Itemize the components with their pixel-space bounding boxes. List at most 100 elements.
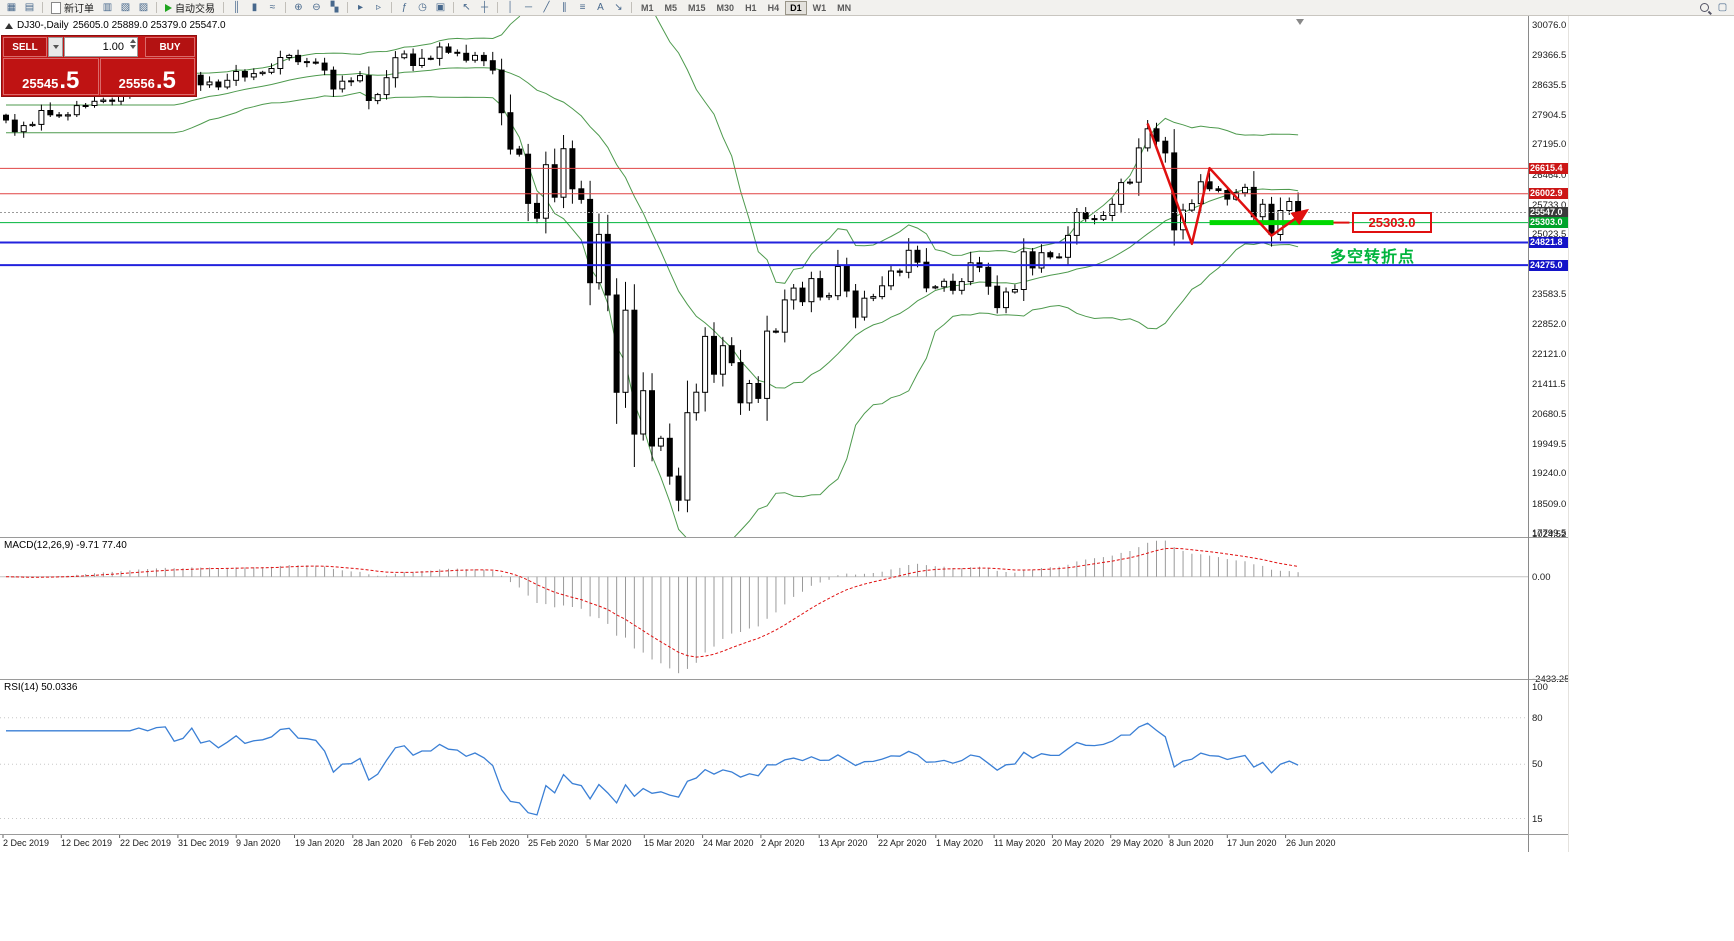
crosshair-icon[interactable]: ┼ [480,1,489,13]
timeframe-d1[interactable]: D1 [785,0,807,15]
date-label: 31 Dec 2019 [178,838,230,848]
horizontal-line-icon[interactable]: ─ [524,1,533,13]
price-scale-label: 27195.0 [1532,139,1567,150]
macd-rsi-divider[interactable] [0,679,1568,680]
price-scale-label: 17799.5 [1532,528,1567,539]
templates-icon[interactable]: ▣ [435,1,446,13]
indicators-icon[interactable]: ƒ [401,1,408,13]
channel-icon[interactable]: ∥ [562,1,567,13]
turning-point-annotation[interactable]: 多空转折点 [1330,249,1416,266]
chart-shift-icon[interactable]: ▹ [375,1,382,13]
volume-input[interactable]: 1.00 [64,37,138,57]
vertical-line-icon[interactable]: │ [507,1,514,13]
trendline-icon[interactable]: ╱ [543,1,550,13]
text-icon[interactable]: A [597,1,604,13]
tile-windows-icon[interactable]: ▚ [330,1,339,13]
price-tag-25303.0: 25303.0 [1529,217,1568,228]
timeframe-mn[interactable]: MN [837,2,852,13]
chart-profiles-icon[interactable]: ▤ [24,1,35,13]
search-icon[interactable] [1696,1,1713,15]
volume-stepper[interactable] [130,39,136,49]
market-watch-icon[interactable]: ▥ [102,1,113,13]
order-form-icon [51,1,61,14]
price-scale-label: 26464.0 [1532,170,1567,181]
fibonacci-icon[interactable]: ≡ [579,1,586,13]
macd-scale-label: 1024.52 [1532,529,1567,540]
zoom-in-icon[interactable]: ⊕ [294,1,303,13]
arrows-icon[interactable]: ↘ [614,1,623,13]
terminal-icon[interactable]: ▨ [138,1,149,13]
macd-histogram [14,540,1299,674]
rsi-scale-label: 80 [1532,713,1543,724]
rsi-axis-divider[interactable] [0,834,1568,835]
date-label: 12 Dec 2019 [61,838,113,848]
window-edge [1568,16,1569,852]
main-macd-divider[interactable] [0,537,1568,538]
periods-icon[interactable]: ◷ [418,1,427,13]
cursor-icon[interactable]: ↖ [462,1,471,13]
chart-canvas[interactable] [0,16,1568,854]
date-label: 9 Jan 2020 [236,838,281,848]
timeframe-h4[interactable]: H4 [767,2,780,13]
price-callout-annotation[interactable]: 25303.0 [1352,212,1432,233]
price-scale-label: 30076.0 [1532,20,1567,31]
timeframe-m1[interactable]: M1 [641,2,654,13]
toolbar-separator [223,2,224,13]
data-window-icon[interactable]: ▧ [120,1,131,13]
toolbar-separator [497,2,498,13]
date-label: 20 May 2020 [1052,838,1105,848]
support-highlight-bar [1209,220,1334,226]
one-click-trading-panel: SELL 1.00 BUY 25545.5 25556.5 [2,36,196,96]
trend-zigzag-arrow [1146,123,1310,246]
date-label: 16 Feb 2020 [469,838,520,848]
timeframe-m30[interactable]: M30 [716,2,735,13]
date-label: 1 May 2020 [936,838,984,848]
rsi-indicator-label: RSI(14) 50.0336 [4,682,78,693]
toolbar-separator [42,2,43,13]
decrement-icon [130,45,136,49]
new-order-button[interactable]: 新订单 [47,1,98,15]
date-label: 15 Mar 2020 [644,838,695,848]
timeframe-h1[interactable]: H1 [745,2,757,13]
new-window-icon[interactable]: ▢ [1717,1,1728,13]
auto-trading-button[interactable]: 自动交易 [161,1,219,15]
candlestick-chart-icon[interactable]: ▮ [251,1,258,13]
date-label: 29 May 2020 [1111,838,1164,848]
rsi-scale-label: 100 [1532,682,1548,693]
sell-price[interactable]: 25545.5 [3,58,99,95]
timeframe-m5[interactable]: M5 [664,2,678,13]
chevron-down-icon [52,45,59,49]
auto-scroll-icon[interactable]: ▸ [357,1,364,13]
magnifier-glyph [1700,3,1709,12]
price-scale-label: 27904.5 [1532,110,1567,121]
buy-price[interactable]: 25556.5 [99,58,195,95]
line-chart-icon[interactable]: ≈ [269,1,276,13]
price-scale-label: 19949.5 [1532,439,1567,450]
buy-button[interactable]: BUY [145,37,195,57]
zoom-out-icon[interactable]: ⊖ [312,1,321,13]
new-chart-icon[interactable]: ▦ [6,1,17,13]
price-tag-25547.0: 25547.0 [1529,207,1568,218]
date-label: 22 Apr 2020 [878,838,927,848]
timeframe-m15[interactable]: M15 [688,2,706,13]
toolbar-separator [285,2,286,13]
date-label: 28 Jan 2020 [353,838,403,848]
price-tag-24821.8: 24821.8 [1529,237,1568,248]
symbol-period-label: DJ30-,Daily [17,20,69,31]
candles [3,42,1302,513]
price-scale-label: 28635.5 [1532,80,1567,91]
price-tag-26615.4: 26615.4 [1529,163,1568,174]
date-label: 11 May 2020 [994,838,1046,848]
date-label: 2 Dec 2019 [3,838,50,848]
sell-button[interactable]: SELL [3,37,47,57]
price-scale-label: 19240.0 [1532,468,1567,479]
price-scale-label: 23583.5 [1532,289,1567,300]
timeframe-w1[interactable]: W1 [812,2,827,13]
toolbar-separator [347,2,348,13]
price-axis-line [1528,16,1529,852]
bollinger-lower [6,91,1299,537]
order-type-dropdown[interactable] [48,37,63,57]
button-label: 新订单 [64,4,94,15]
bar-chart-icon[interactable]: ║ [232,1,241,13]
date-label: 2 Apr 2020 [761,838,805,848]
